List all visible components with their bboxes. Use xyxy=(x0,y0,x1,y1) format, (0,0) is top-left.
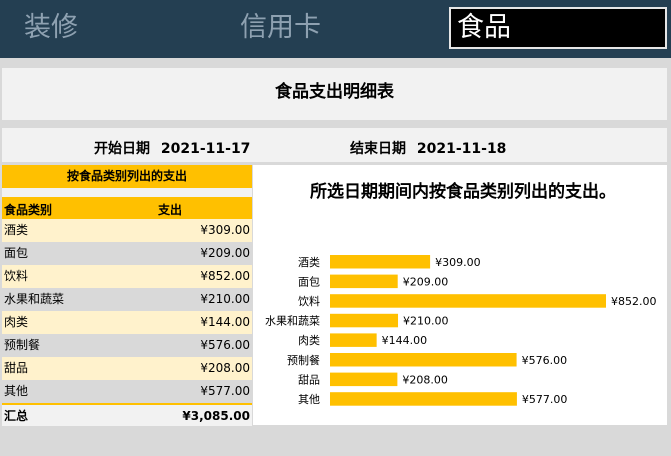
category-tick-label: 其他 xyxy=(298,393,320,406)
start-date-value[interactable]: 2021-11-17 xyxy=(160,141,251,157)
row-amount: ¥210.00 xyxy=(200,292,250,306)
row-category: 甜品 xyxy=(4,361,29,375)
row-category: 酒类 xyxy=(4,223,29,237)
bar[interactable] xyxy=(330,333,377,347)
tab-bar: 装修 信用卡 食品 xyxy=(0,0,671,58)
row-category: 饮料 xyxy=(4,269,29,283)
end-date-value[interactable]: 2021-11-18 xyxy=(416,141,507,157)
row-amount: ¥852.00 xyxy=(200,269,250,283)
bar-chart-svg: 酒类 ¥309.00 面包 ¥209.00 饮料 ¥852.00 水果和蔬菜 ¥210.00 肉… xyxy=(265,255,657,406)
row-amount: ¥577.00 xyxy=(200,384,250,398)
table-row[interactable]: 预制餐 ¥576.00 xyxy=(2,334,252,357)
table-header: 食品类别 支出 xyxy=(2,197,252,219)
bar-value-label: ¥209.00 xyxy=(403,275,449,288)
tab-renovation[interactable]: 装修 xyxy=(24,12,78,43)
bar-value-label: ¥577.00 xyxy=(522,393,568,406)
table-title: 按食品类别列出的支出 xyxy=(2,165,252,188)
row-amount: ¥208.00 xyxy=(200,361,250,375)
table-row[interactable]: 甜品 ¥208.00 xyxy=(2,357,252,380)
category-tick-label: 肉类 xyxy=(298,333,320,347)
bar-value-label: ¥576.00 xyxy=(522,354,568,367)
bar-value-label: ¥144.00 xyxy=(382,334,428,347)
table-spacer xyxy=(2,188,252,197)
table-row[interactable]: 酒类 ¥309.00 xyxy=(2,219,252,242)
row-category: 预制餐 xyxy=(4,338,41,352)
row-amount: ¥309.00 xyxy=(200,223,250,237)
header-amount: 支出 xyxy=(158,203,183,217)
header-category: 食品类别 xyxy=(4,203,53,217)
total-value: ¥3,085.00 xyxy=(182,409,250,423)
bar[interactable] xyxy=(330,392,517,406)
row-category: 肉类 xyxy=(4,315,29,329)
bar[interactable] xyxy=(330,294,606,308)
table-total-row[interactable]: 汇总 ¥3,085.00 xyxy=(2,403,252,426)
row-amount: ¥576.00 xyxy=(200,338,250,352)
category-tick-label: 水果和蔬菜 xyxy=(265,315,320,328)
table-row[interactable]: 饮料 ¥852.00 xyxy=(2,265,252,288)
table-row[interactable]: 肉类 ¥144.00 xyxy=(2,311,252,334)
bar[interactable] xyxy=(330,274,398,289)
bar-value-label: ¥208.00 xyxy=(402,373,448,386)
end-date: 结束日期 2021-11-18 xyxy=(350,138,506,158)
date-range: 开始日期 2021-11-17 结束日期 2021-11-18 xyxy=(2,128,667,162)
bar[interactable] xyxy=(330,255,431,269)
category-tick-label: 酒类 xyxy=(298,255,320,269)
page-title: 食品支出明细表 xyxy=(2,68,667,120)
tab-food[interactable]: 食品 xyxy=(449,7,667,49)
category-tick-label: 甜品 xyxy=(298,373,320,386)
category-tick-label: 面包 xyxy=(298,275,320,288)
expense-table: 按食品类别列出的支出 食品类别 支出 酒类 ¥309.00 面包 ¥209.00… xyxy=(2,165,252,426)
row-amount: ¥144.00 xyxy=(200,315,250,329)
row-amount: ¥209.00 xyxy=(200,246,250,260)
tab-credit-card[interactable]: 信用卡 xyxy=(240,12,321,43)
table-row[interactable]: 水果和蔬菜 ¥210.00 xyxy=(2,288,252,311)
table-row[interactable]: 面包 ¥209.00 xyxy=(2,242,252,265)
end-date-label: 结束日期 xyxy=(350,141,406,157)
bar[interactable] xyxy=(330,353,517,367)
row-category: 面包 xyxy=(4,246,29,260)
bar-value-label: ¥210.00 xyxy=(403,315,449,328)
category-tick-label: 预制餐 xyxy=(287,353,320,367)
row-category: 水果和蔬菜 xyxy=(4,292,65,306)
total-label: 汇总 xyxy=(4,409,29,423)
category-tick-label: 饮料 xyxy=(298,294,320,308)
expense-chart[interactable]: 所选日期期间内按食品类别列出的支出。 酒类 ¥309.00 面包 ¥209.00 饮料 ¥… xyxy=(253,165,667,425)
chart-title: 所选日期期间内按食品类别列出的支出。 xyxy=(310,182,616,202)
row-category: 其他 xyxy=(4,384,29,398)
bar[interactable] xyxy=(330,313,399,328)
bar[interactable] xyxy=(330,372,398,387)
start-date-label: 开始日期 xyxy=(94,141,150,157)
bar-value-label: ¥309.00 xyxy=(435,256,481,269)
bar-value-label: ¥852.00 xyxy=(611,295,657,308)
start-date: 开始日期 2021-11-17 xyxy=(94,138,250,158)
table-row[interactable]: 其他 ¥577.00 xyxy=(2,380,252,403)
